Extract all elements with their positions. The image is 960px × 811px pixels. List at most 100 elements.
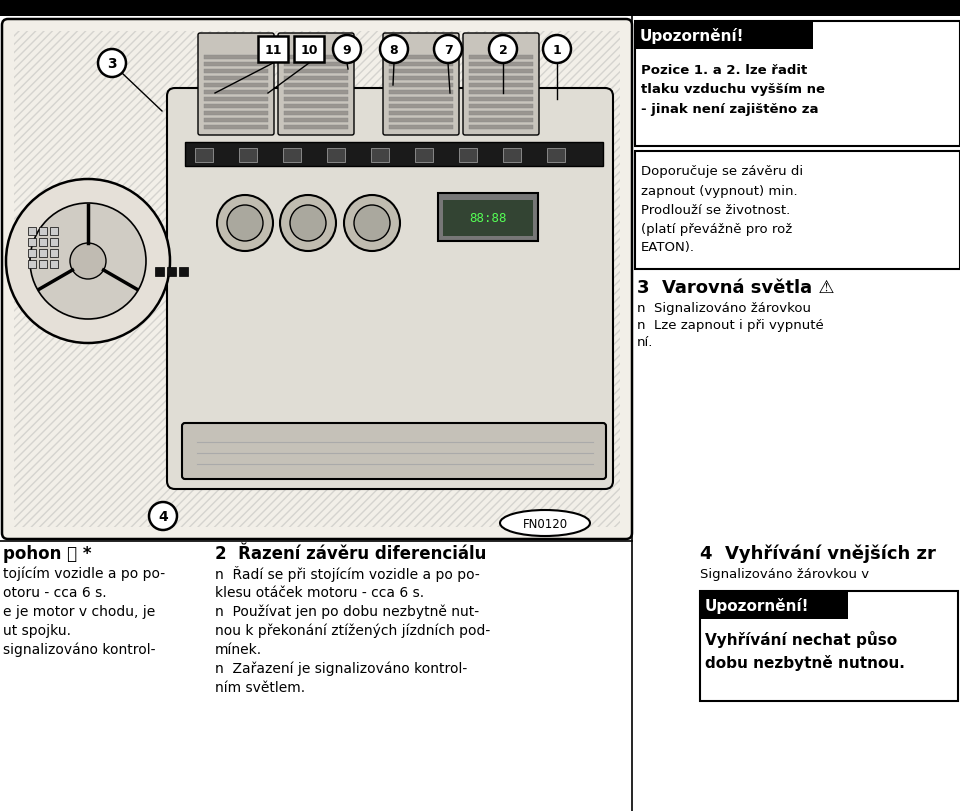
Text: 2  Řazení závěru diferenciálu: 2 Řazení závěru diferenciálu (215, 544, 487, 562)
Text: - jinak není zajištěno za: - jinak není zajištěno za (641, 103, 819, 116)
FancyBboxPatch shape (182, 423, 606, 479)
Bar (284, 91, 348, 95)
Circle shape (543, 36, 571, 64)
Bar (204, 112, 268, 116)
FancyBboxPatch shape (383, 34, 459, 135)
Text: 9: 9 (343, 44, 351, 57)
Bar (469, 91, 533, 95)
Text: 4  Vyhřívání vnějších zr: 4 Vyhřívání vnějších zr (700, 544, 936, 563)
Text: 3: 3 (108, 57, 117, 71)
Bar (185, 143, 603, 167)
Bar (389, 84, 453, 88)
Bar (284, 63, 348, 67)
Bar (204, 63, 268, 67)
Bar (204, 91, 268, 95)
FancyBboxPatch shape (635, 22, 813, 50)
Text: zapnout (vypnout) min.: zapnout (vypnout) min. (641, 184, 798, 197)
Bar (389, 105, 453, 109)
Bar (50, 238, 58, 247)
Circle shape (227, 206, 263, 242)
Bar (284, 56, 348, 60)
Bar (469, 98, 533, 102)
Bar (258, 37, 288, 63)
Bar (389, 112, 453, 116)
Bar (469, 105, 533, 109)
Text: otoru - cca 6 s.: otoru - cca 6 s. (3, 586, 107, 599)
Bar (204, 126, 268, 130)
Text: Doporučuje se závěru di: Doporučuje se závěru di (641, 165, 804, 178)
Circle shape (380, 36, 408, 64)
Bar (284, 98, 348, 102)
FancyBboxPatch shape (2, 20, 632, 539)
Ellipse shape (500, 510, 590, 536)
Bar (503, 148, 521, 163)
Text: e je motor v chodu, je: e je motor v chodu, je (3, 604, 156, 618)
Text: 10: 10 (300, 44, 318, 57)
Text: n  Signalizováno žárovkou: n Signalizováno žárovkou (637, 303, 811, 315)
Bar (294, 37, 324, 63)
Text: Signalizováno žárovkou v: Signalizováno žárovkou v (700, 568, 869, 581)
Text: Upozornění!: Upozornění! (640, 28, 745, 44)
Text: 8: 8 (390, 44, 398, 57)
FancyBboxPatch shape (463, 34, 539, 135)
Text: EATON).: EATON). (641, 241, 695, 254)
Text: dobu nezbytně nutnou.: dobu nezbytně nutnou. (705, 654, 905, 670)
Circle shape (333, 36, 361, 64)
Bar (204, 119, 268, 122)
Circle shape (354, 206, 390, 242)
Bar (469, 112, 533, 116)
Circle shape (434, 36, 462, 64)
Bar (389, 56, 453, 60)
Text: klesu otáček motoru - cca 6 s.: klesu otáček motoru - cca 6 s. (215, 586, 424, 599)
Bar (459, 148, 477, 163)
Text: Vyhřívání nechat půso: Vyhřívání nechat půso (705, 631, 898, 648)
Bar (469, 119, 533, 122)
Text: 1: 1 (553, 44, 562, 57)
Text: 4: 4 (158, 509, 168, 523)
Text: Pozice 1. a 2. lze řadit: Pozice 1. a 2. lze řadit (641, 63, 807, 76)
Text: ut spojku.: ut spojku. (3, 623, 71, 637)
Bar (284, 126, 348, 130)
Bar (389, 77, 453, 81)
Bar (204, 84, 268, 88)
Bar (155, 268, 164, 277)
Bar (50, 260, 58, 268)
Bar (28, 238, 36, 247)
Bar (39, 228, 47, 236)
Bar (443, 201, 533, 237)
Text: n  Lze zapnout i při vypnuté: n Lze zapnout i při vypnuté (637, 319, 824, 332)
Bar (547, 148, 565, 163)
Bar (389, 91, 453, 95)
FancyBboxPatch shape (198, 34, 274, 135)
Bar (50, 250, 58, 258)
Circle shape (217, 195, 273, 251)
Text: (platí převážně pro rož: (platí převážně pro rož (641, 222, 792, 235)
Text: n  Zařazení je signalizováno kontrol-: n Zařazení je signalizováno kontrol- (215, 661, 468, 676)
Bar (283, 148, 301, 163)
Bar (204, 77, 268, 81)
Circle shape (70, 243, 106, 280)
Text: 7: 7 (444, 44, 452, 57)
Bar (284, 105, 348, 109)
Bar (469, 63, 533, 67)
Text: ní.: ní. (637, 336, 654, 349)
Bar (284, 77, 348, 81)
Circle shape (6, 180, 170, 344)
Bar (469, 126, 533, 130)
Bar (179, 268, 188, 277)
Bar (389, 70, 453, 74)
Bar (327, 148, 345, 163)
Bar (469, 77, 533, 81)
Polygon shape (0, 0, 960, 17)
Text: 3  Varovná světla ⚠: 3 Varovná světla ⚠ (637, 279, 834, 297)
Circle shape (280, 195, 336, 251)
Text: Prodlouží se životnost.: Prodlouží se životnost. (641, 204, 790, 217)
Bar (204, 56, 268, 60)
Text: pohon ⨣ *: pohon ⨣ * (3, 544, 91, 562)
Text: signalizováno kontrol-: signalizováno kontrol- (3, 642, 156, 656)
Bar (39, 260, 47, 268)
Circle shape (344, 195, 400, 251)
Bar (469, 70, 533, 74)
Bar (239, 148, 257, 163)
Text: FN0120: FN0120 (522, 517, 567, 530)
